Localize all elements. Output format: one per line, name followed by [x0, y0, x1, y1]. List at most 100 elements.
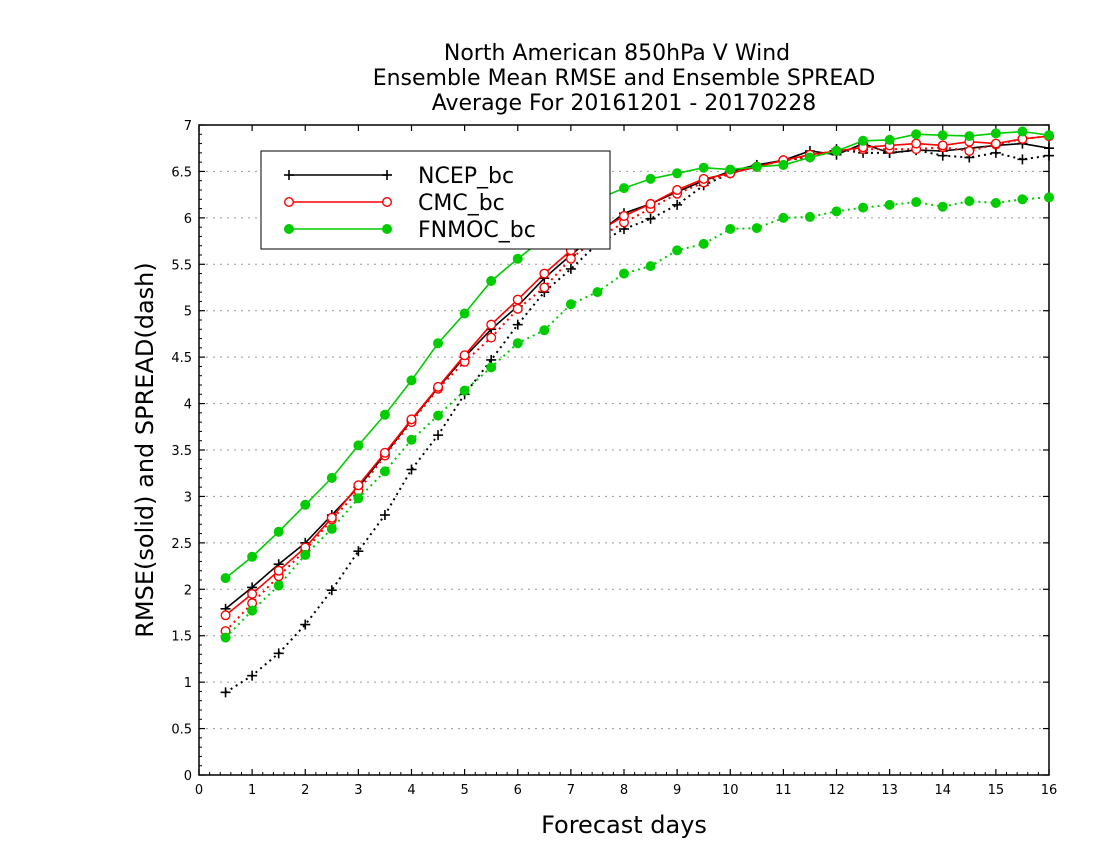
chart-title-line-1: North American 850hPa V Wind	[444, 41, 790, 66]
data-point-cmc-bc-rmse	[406, 414, 417, 425]
y-tick-label: 5	[184, 305, 192, 320]
x-tick-label: 5	[460, 783, 468, 798]
y-tick-label: 3	[184, 490, 192, 505]
data-point-fnmoc-bc-rmse	[433, 338, 444, 349]
legend-label: NCEP_bc	[418, 164, 514, 189]
data-point-fnmoc-bc-spread	[645, 261, 656, 272]
data-point-cmc-bc-rmse	[220, 610, 231, 621]
legend-label: CMC_bc	[418, 191, 505, 216]
data-point-fnmoc-bc-rmse	[911, 129, 922, 140]
chart-title-line-2: Ensemble Mean RMSE and Ensemble SPREAD	[373, 66, 876, 91]
y-tick-label: 2.5	[171, 537, 192, 552]
data-point-fnmoc-bc-spread	[937, 201, 948, 212]
data-point-fnmoc-bc-spread	[964, 196, 975, 207]
data-point-fnmoc-bc-rmse	[964, 131, 975, 142]
data-point-fnmoc-bc-spread	[619, 268, 629, 279]
series-fnmoc-bc-rmse	[220, 126, 1054, 584]
data-point-fnmoc-bc-spread	[698, 238, 709, 249]
y-tick-label: 6	[184, 212, 192, 227]
x-tick-label: 8	[620, 783, 628, 798]
data-point-fnmoc-bc-rmse	[512, 253, 523, 264]
y-tick-label: 3.5	[171, 444, 192, 459]
grid	[199, 170, 1049, 730]
legend-box	[260, 150, 611, 250]
series-fnmoc-bc-spread	[220, 192, 1054, 643]
data-point-fnmoc-bc-rmse	[645, 173, 656, 184]
data-point-fnmoc-bc-spread	[300, 549, 311, 560]
chart-title: North American 850hPa V Wind Ensemble Me…	[373, 41, 876, 116]
x-tick-label: 12	[828, 783, 845, 798]
data-point-cmc-bc-rmse	[937, 140, 948, 151]
x-tick-label: 16	[1041, 783, 1058, 798]
data-point-cmc-bc-rmse	[433, 381, 444, 392]
data-point-fnmoc-bc-spread	[539, 325, 550, 336]
data-point-fnmoc-bc-spread	[1017, 194, 1028, 205]
data-point-fnmoc-bc-rmse	[1017, 126, 1028, 137]
series-line-fnmoc-bc-spread	[224, 196, 1050, 639]
data-point-fnmoc-bc-rmse	[273, 526, 284, 537]
data-point-cmc-bc-rmse	[698, 173, 709, 184]
x-tick-label: 0	[195, 783, 203, 798]
data-point-ncep-bc-spread	[1017, 154, 1028, 165]
legend-item-fnmoc-bc: FNMOC_bc	[284, 218, 536, 243]
data-point-cmc-bc-rmse	[672, 184, 683, 195]
data-point-fnmoc-bc-rmse	[486, 276, 497, 286]
data-point-cmc-bc-rmse	[539, 268, 550, 279]
data-point-fnmoc-bc-rmse	[990, 128, 1001, 139]
data-point-cmc-bc-rmse	[353, 480, 364, 491]
data-point-fnmoc-bc-rmse	[831, 146, 842, 156]
x-tick-label: 10	[722, 783, 739, 798]
data-point-fnmoc-bc-spread	[379, 466, 390, 477]
data-point-fnmoc-bc-spread	[858, 202, 869, 213]
legend-marker	[284, 196, 295, 207]
data-point-cmc-bc-rmse	[619, 210, 630, 221]
data-point-ncep-bc-spread	[273, 648, 284, 659]
data-point-ncep-bc-spread	[379, 510, 390, 520]
data-point-fnmoc-bc-rmse	[406, 375, 417, 386]
data-point-ncep-bc-spread	[406, 464, 417, 475]
y-tick-label: 4.5	[171, 351, 192, 366]
data-point-cmc-bc-rmse	[911, 138, 922, 149]
y-tick-label: 1	[184, 676, 192, 691]
data-point-ncep-bc-spread	[247, 670, 258, 681]
y-tick-label: 0	[184, 769, 192, 784]
data-point-cmc-bc-rmse	[990, 138, 1001, 149]
data-point-cmc-bc-spread	[539, 282, 550, 293]
data-point-fnmoc-bc-spread	[486, 362, 497, 373]
data-point-cmc-bc-rmse	[273, 565, 284, 576]
y-tick-label: 2	[184, 583, 192, 598]
data-point-ncep-bc-spread	[300, 619, 311, 630]
data-point-fnmoc-bc-spread	[1044, 192, 1054, 203]
legend-marker	[382, 224, 392, 234]
data-point-ncep-bc-spread	[645, 213, 656, 224]
x-tick-label: 1	[248, 783, 256, 798]
data-point-fnmoc-bc-spread	[406, 434, 417, 445]
legend-label: FNMOC_bc	[418, 218, 536, 243]
x-tick-label: 11	[775, 783, 792, 798]
x-tick-label: 15	[988, 783, 1005, 798]
data-point-fnmoc-bc-rmse	[725, 164, 736, 175]
y-tick-label: 0.5	[171, 723, 192, 738]
data-point-fnmoc-bc-rmse	[1044, 130, 1054, 141]
legend-item-cmc-bc: CMC_bc	[284, 191, 505, 216]
data-point-cmc-bc-spread	[565, 253, 576, 264]
data-point-fnmoc-bc-rmse	[459, 308, 470, 319]
data-point-fnmoc-bc-spread	[220, 632, 231, 643]
data-point-fnmoc-bc-rmse	[937, 130, 948, 141]
data-point-ncep-bc-spread	[433, 430, 444, 441]
data-point-fnmoc-bc-spread	[725, 224, 736, 234]
x-tick-label: 7	[567, 783, 575, 798]
x-tick-label: 9	[673, 783, 681, 798]
data-point-fnmoc-bc-spread	[778, 212, 789, 223]
data-point-cmc-bc-rmse	[247, 588, 258, 599]
data-point-fnmoc-bc-spread	[433, 410, 444, 421]
x-axis: 0 1 2 3 4 5 6 7 8 9 10 11 12 13 14 15 16	[195, 125, 1057, 798]
x-tick-label: 2	[301, 783, 309, 798]
y-tick-label: 6.5	[171, 165, 192, 180]
data-point-fnmoc-bc-spread	[247, 605, 258, 616]
chart-title-line-3: Average For 20161201 - 20170228	[432, 91, 817, 116]
data-point-cmc-bc-rmse	[459, 350, 470, 361]
y-tick-label: 4	[184, 398, 192, 413]
data-point-cmc-bc-rmse	[379, 447, 390, 458]
data-point-fnmoc-bc-spread	[990, 198, 1001, 208]
